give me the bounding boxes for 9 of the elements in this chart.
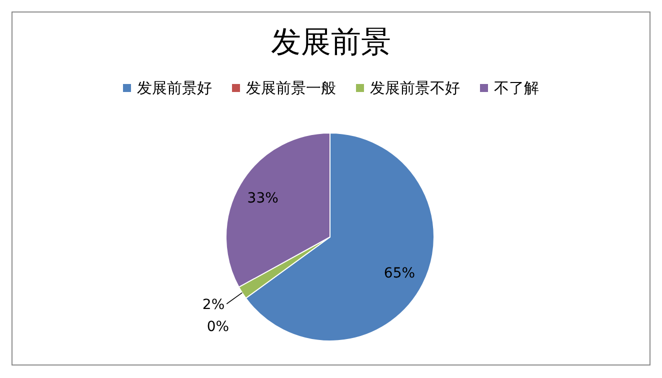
data-label: 2%	[202, 296, 225, 313]
data-label: 65%	[384, 265, 416, 282]
text: 0%	[206, 318, 230, 335]
data-label: 33%	[247, 190, 278, 206]
legend-label: 发展前景一般	[246, 79, 336, 97]
legend-label: 不了解	[494, 79, 539, 97]
chart-title: 发展前景	[271, 25, 391, 60]
legend-label: 发展前景不好	[370, 79, 460, 97]
legend-label: 发展前景好	[137, 79, 212, 97]
